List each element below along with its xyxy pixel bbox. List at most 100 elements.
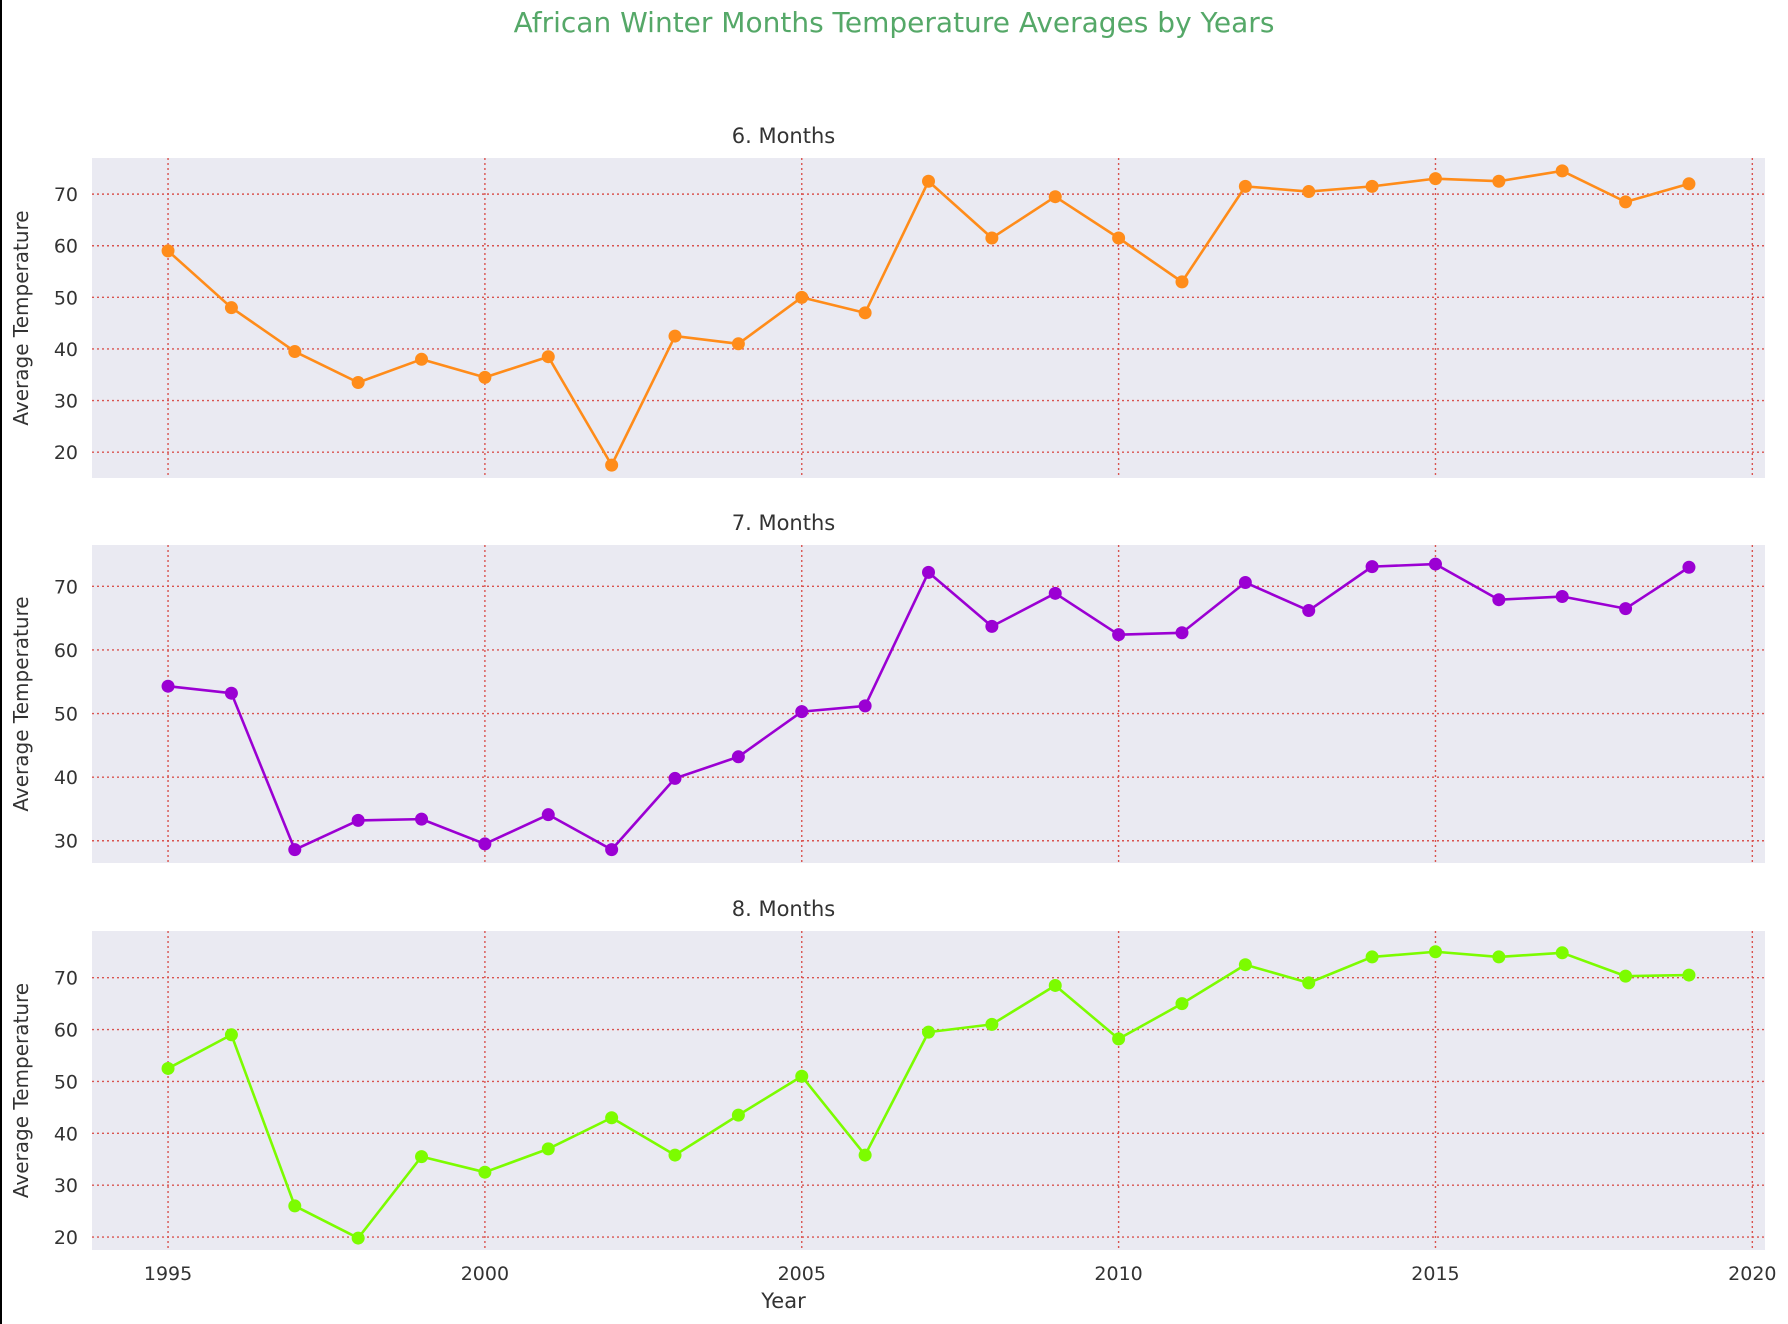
data-point [478, 370, 492, 384]
y-tick-label: 70 [54, 576, 78, 598]
data-point [1302, 604, 1316, 618]
y-tick-label: 20 [54, 1227, 78, 1249]
data-point [224, 1028, 238, 1042]
plot-background [92, 931, 1765, 1250]
y-tick-label: 70 [54, 968, 78, 990]
subplot-title: 6. Months [732, 124, 835, 148]
data-point [415, 352, 429, 366]
y-tick-label: 20 [54, 442, 78, 464]
data-point [351, 376, 365, 390]
y-tick-label: 70 [54, 184, 78, 206]
data-point [224, 686, 238, 700]
data-point [605, 1111, 619, 1125]
data-point [288, 345, 302, 359]
data-point [1302, 185, 1316, 199]
data-point [668, 329, 682, 343]
data-point [985, 1017, 999, 1031]
data-point [288, 843, 302, 857]
data-point [1175, 275, 1189, 289]
data-point [1112, 231, 1126, 245]
data-point [1365, 179, 1379, 193]
data-point [1048, 978, 1062, 992]
data-point [1682, 560, 1696, 574]
x-tick-label: 2005 [778, 1263, 826, 1285]
data-point [415, 812, 429, 826]
figure-title: African Winter Months Temperature Averag… [513, 6, 1275, 39]
left-border-line [0, 0, 2, 1324]
data-point [541, 350, 555, 364]
data-point [1428, 557, 1442, 571]
data-point [985, 231, 999, 245]
x-tick-label: 1995 [144, 1263, 192, 1285]
data-point [1492, 593, 1506, 607]
data-point [731, 337, 745, 351]
subplot-title: 8. Months [732, 897, 835, 921]
data-point [922, 1025, 935, 1039]
data-point [858, 1148, 872, 1162]
data-point [858, 306, 872, 320]
data-point [478, 837, 492, 851]
data-point [1112, 628, 1126, 642]
data-point [1428, 172, 1442, 186]
data-point [1048, 190, 1062, 204]
data-point [161, 679, 175, 693]
subplot-title: 7. Months [732, 511, 835, 535]
data-point [1175, 997, 1189, 1011]
data-point [668, 1148, 682, 1162]
data-point [1492, 174, 1506, 188]
data-point [985, 619, 999, 633]
y-tick-label: 60 [54, 236, 78, 258]
x-tick-label: 2015 [1411, 1263, 1459, 1285]
data-point [1492, 950, 1506, 964]
data-point [605, 458, 619, 472]
plot-background [92, 158, 1765, 478]
data-point [1302, 976, 1316, 990]
data-point [731, 750, 745, 764]
data-point [1238, 179, 1252, 193]
y-axis-label: Average Temperature [9, 983, 33, 1198]
data-point [224, 301, 238, 315]
y-tick-label: 50 [54, 704, 78, 726]
y-axis-label: Average Temperature [9, 596, 33, 811]
data-point [1365, 950, 1379, 964]
data-point [541, 1142, 555, 1156]
data-point [922, 174, 935, 188]
data-point [1238, 576, 1252, 590]
data-point [1365, 560, 1379, 574]
x-tick-label: 2020 [1728, 1263, 1776, 1285]
data-point [668, 771, 682, 785]
data-point [1112, 1032, 1126, 1046]
y-tick-label: 60 [54, 1020, 78, 1042]
y-tick-label: 30 [54, 831, 78, 853]
data-point [1619, 969, 1633, 983]
data-point [922, 565, 935, 579]
data-point [161, 1061, 175, 1075]
subplot-1: 20 30 40 50 60 70 6. Months Average Temperature [9, 124, 1765, 478]
y-tick-label: 50 [54, 1071, 78, 1093]
y-axis-label: Average Temperature [9, 210, 33, 425]
data-point [795, 1069, 809, 1083]
data-point [1555, 164, 1569, 178]
y-tick-label: 60 [54, 640, 78, 662]
subplot-2: 30 40 50 60 70 7. Months Average Temperature [9, 511, 1765, 863]
data-point [1619, 195, 1633, 209]
y-tick-label: 40 [54, 339, 78, 361]
data-point [161, 244, 175, 258]
data-point [1238, 958, 1252, 972]
data-point [731, 1108, 745, 1122]
data-point [1555, 946, 1569, 960]
data-point [351, 813, 365, 827]
data-point [415, 1150, 429, 1164]
data-point [541, 808, 555, 822]
data-point [1682, 177, 1696, 191]
y-tick-label: 30 [54, 1175, 78, 1197]
y-tick-label: 50 [54, 287, 78, 309]
data-point [795, 290, 809, 304]
data-point [1619, 602, 1633, 616]
data-point [1428, 945, 1442, 959]
data-point [351, 1231, 365, 1245]
data-point [478, 1165, 492, 1179]
x-tick-label: 2010 [1094, 1263, 1142, 1285]
data-point [605, 843, 619, 857]
